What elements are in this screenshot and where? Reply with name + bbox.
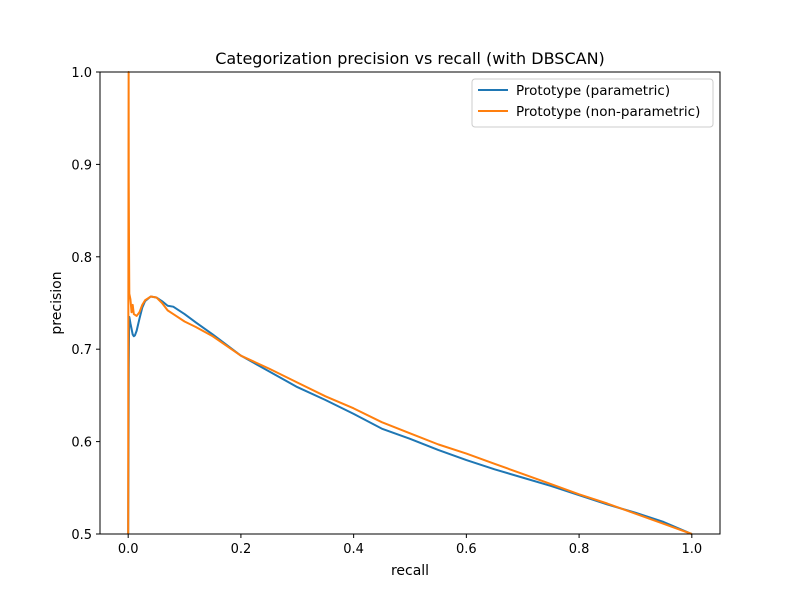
legend-label-non-parametric: Prototype (non-parametric)	[516, 104, 700, 120]
x-axis-label: recall	[391, 563, 429, 579]
y-tick-label: 0.8	[71, 251, 92, 266]
x-axis-ticks: 0.0 0.2 0.4 0.6 0.8 1.0	[118, 534, 702, 557]
x-tick-label: 0.0	[118, 542, 139, 557]
series-line-non-parametric	[127, 71, 693, 535]
y-tick-label: 0.6	[71, 436, 92, 451]
x-tick-label: 1.0	[681, 542, 702, 557]
x-tick-label: 0.8	[569, 542, 590, 557]
plot-frame	[99, 71, 721, 535]
legend-box	[471, 78, 714, 128]
plot-series-group	[127, 71, 693, 535]
y-axis-label: precision	[49, 271, 65, 334]
x-tick-label: 0.2	[231, 542, 252, 557]
series-line-parametric	[127, 295, 693, 535]
x-tick-label: 0.6	[456, 542, 477, 557]
legend-label-parametric: Prototype (parametric)	[516, 83, 670, 99]
chart-title: Categorization precision vs recall (with…	[215, 49, 605, 68]
y-tick-label: 0.7	[71, 343, 92, 358]
x-tick-label: 0.4	[343, 542, 364, 557]
y-tick-label: 1.0	[71, 66, 92, 81]
chart-legend: Prototype (parametric) Prototype (non-pa…	[471, 78, 714, 128]
y-tick-label: 0.9	[71, 158, 92, 173]
y-axis-ticks: 0.5 0.6 0.7 0.8 0.9 1.0	[71, 66, 100, 543]
y-tick-label: 0.5	[71, 528, 92, 543]
